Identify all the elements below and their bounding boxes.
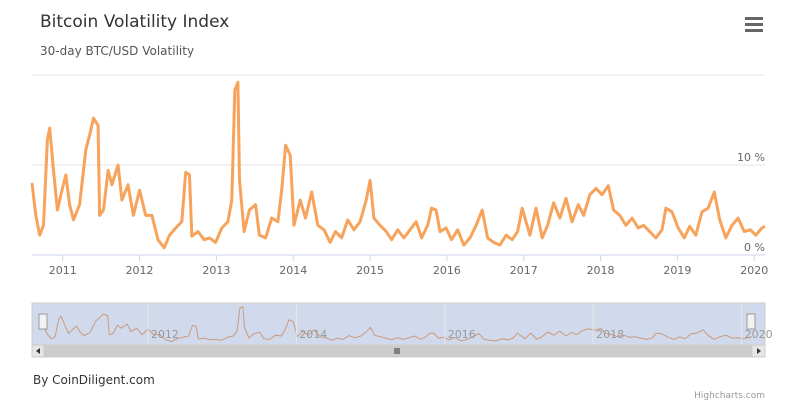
x-tick-label: 2011 (49, 264, 77, 277)
scrollbar-thumb[interactable] (44, 345, 752, 357)
menu-button[interactable] (745, 17, 763, 32)
arrow-right (757, 348, 761, 354)
scroll-grip (394, 348, 400, 354)
chart-title: Bitcoin Volatility Index (40, 12, 229, 32)
series-line (30, 80, 766, 250)
credit: By CoinDiligent.com (33, 373, 155, 387)
x-tick-label: 2018 (587, 264, 615, 277)
y-tick-label: 0 % (744, 241, 765, 254)
navigator-handle-left[interactable] (38, 313, 48, 330)
chart-subtitle: 30-day BTC/USD Volatility (40, 44, 194, 58)
credits-link[interactable]: Highcharts.com (694, 391, 765, 401)
x-tick-label: 2017 (510, 264, 538, 277)
x-tick-label: 2012 (126, 264, 154, 277)
x-tick-label: 2015 (356, 264, 384, 277)
navigator-tick-label: 2014 (299, 328, 327, 341)
x-tick-label: 2014 (279, 264, 307, 277)
y-tick-label: 10 % (737, 151, 765, 164)
arrow-left (36, 348, 40, 354)
menu-bar (745, 23, 763, 26)
x-tick-label: 2020 (740, 264, 768, 277)
navigator-tick-label: 2020 (745, 328, 773, 341)
navigator-mask[interactable] (31, 302, 766, 346)
menu-bar (745, 17, 763, 20)
navigator-tick-label: 2012 (151, 328, 179, 341)
menu-bar (745, 29, 763, 32)
navigator-line (43, 306, 753, 342)
navigator-tick-label: 2018 (596, 328, 624, 341)
x-tick-label: 2016 (433, 264, 461, 277)
navigator-handle-right[interactable] (746, 313, 756, 330)
x-tick-label: 2013 (202, 264, 230, 277)
x-tick-label: 2019 (663, 264, 691, 277)
navigator-tick-label: 2016 (448, 328, 476, 341)
